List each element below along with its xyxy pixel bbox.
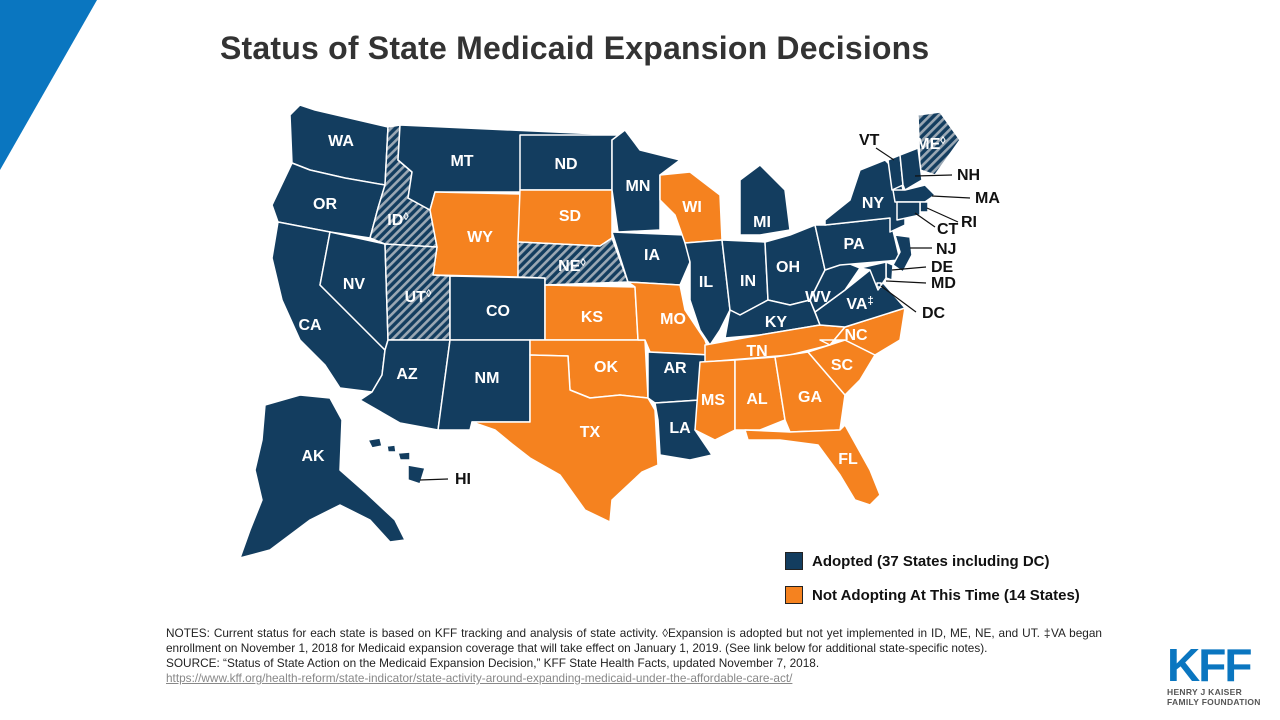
state-label-mi: MI	[753, 214, 771, 231]
state-ct	[896, 201, 921, 221]
state-label-ms: MS	[701, 392, 725, 409]
state-label-az: AZ	[396, 366, 418, 383]
state-label-oh: OH	[776, 259, 800, 276]
leader-line-ma	[931, 195, 971, 199]
legend-label-adopted: Adopted (37 States including DC)	[812, 552, 1050, 570]
state-tx	[471, 354, 659, 523]
corner-accent	[0, 0, 97, 170]
state-label-in: IN	[740, 273, 756, 290]
state-nj	[892, 234, 913, 273]
state-mark-ne: ◊	[580, 257, 586, 269]
leader-line-ri	[926, 207, 959, 223]
state-label-pa: PA	[843, 236, 864, 253]
state-label-nd: ND	[554, 156, 577, 173]
state-label-mt: MT	[450, 153, 473, 170]
state-ne	[517, 237, 629, 286]
page-title: Status of State Medicaid Expansion Decis…	[220, 30, 930, 66]
state-label-or: OR	[313, 196, 337, 213]
state-label-md: MD	[931, 275, 956, 292]
state-label-hi: HI	[455, 471, 471, 488]
state-hi	[367, 437, 426, 485]
state-label-sd: SD	[559, 208, 581, 225]
state-label-tx: TX	[580, 424, 601, 441]
legend: Adopted (37 States including DC) Not Ado…	[785, 550, 1080, 618]
state-label-nh: NH	[957, 167, 980, 184]
source-link[interactable]: https://www.kff.org/health-reform/state-…	[166, 671, 793, 685]
state-label-de: DE	[931, 259, 954, 276]
state-label-tn: TN	[746, 343, 767, 360]
state-mark-va: ‡	[867, 295, 873, 307]
not-adopting-swatch	[785, 586, 803, 604]
state-label-wv: WV	[805, 289, 831, 306]
state-label-wi: WI	[682, 199, 702, 216]
state-label-me: ME◊	[916, 135, 946, 153]
adopted-swatch	[785, 552, 803, 570]
state-mark-id: ◊	[403, 211, 409, 223]
state-label-wy: WY	[467, 229, 493, 246]
leader-line-nh	[914, 174, 953, 177]
source-text: SOURCE: “Status of State Action on the M…	[166, 656, 820, 670]
leader-line-dc	[880, 285, 917, 313]
state-ri	[919, 201, 929, 213]
state-label-ar: AR	[663, 360, 687, 377]
state-ak	[239, 394, 406, 559]
leader-line-hi	[419, 478, 449, 481]
state-label-nc: NC	[844, 327, 868, 344]
legend-item-not-adopting: Not Adopting At This Time (14 States)	[785, 584, 1080, 606]
state-label-fl: FL	[838, 451, 858, 468]
state-label-ia: IA	[644, 247, 660, 264]
state-label-la: LA	[669, 420, 691, 437]
state-label-wa: WA	[328, 133, 354, 150]
state-mark-me: ◊	[940, 135, 946, 147]
state-label-ct: CT	[937, 221, 959, 238]
state-ia	[611, 231, 691, 286]
logo-mark: KFF	[1167, 639, 1252, 691]
state-label-nm: NM	[475, 370, 500, 387]
state-label-ks: KS	[581, 309, 604, 326]
state-label-ny: NY	[862, 195, 885, 212]
state-mi	[739, 164, 791, 236]
state-nc	[819, 307, 906, 356]
state-label-mn: MN	[626, 178, 651, 195]
state-label-nv: NV	[343, 276, 366, 293]
state-de	[885, 261, 894, 281]
state-label-al: AL	[746, 391, 768, 408]
state-label-sc: SC	[831, 357, 854, 374]
leader-line-ct	[914, 212, 936, 228]
logo-line2: FAMILY FOUNDATION	[1167, 697, 1261, 707]
notes: NOTES: Current status for each state is …	[166, 626, 1102, 686]
legend-item-adopted: Adopted (37 States including DC)	[785, 550, 1080, 572]
leader-line-de	[891, 266, 927, 271]
logo-line1: HENRY J KAISER	[1167, 687, 1243, 697]
state-label-co: CO	[486, 303, 510, 320]
state-label-ma: MA	[975, 190, 1000, 207]
state-label-il: IL	[699, 274, 713, 291]
notes-text: NOTES: Current status for each state is …	[166, 626, 1102, 655]
state-ma	[892, 184, 936, 203]
legend-label-not-adopting: Not Adopting At This Time (14 States)	[812, 586, 1080, 604]
state-dc	[876, 282, 882, 288]
state-fl	[744, 424, 881, 506]
state-label-dc: DC	[922, 305, 946, 322]
state-label-ut: UT◊	[405, 288, 432, 306]
state-ms	[694, 359, 736, 441]
state-label-va: VA‡	[846, 295, 873, 313]
state-label-ky: KY	[765, 314, 788, 331]
kff-logo: KFF HENRY J KAISER FAMILY FOUNDATION	[1167, 639, 1263, 707]
state-label-vt: VT	[859, 132, 880, 149]
state-label-ak: AK	[301, 448, 325, 465]
state-mark-ut: ◊	[426, 288, 432, 300]
leader-line-vt	[875, 147, 895, 161]
state-label-mo: MO	[660, 311, 686, 328]
state-label-ca: CA	[298, 317, 322, 334]
state-label-ga: GA	[798, 389, 822, 406]
state-label-ne: NE◊	[558, 257, 586, 275]
leader-line-md	[885, 280, 927, 284]
state-sc	[807, 339, 876, 396]
state-label-ri: RI	[961, 214, 977, 231]
state-label-nj: NJ	[936, 241, 956, 258]
state-nh	[899, 147, 923, 191]
state-label-ok: OK	[594, 359, 618, 376]
